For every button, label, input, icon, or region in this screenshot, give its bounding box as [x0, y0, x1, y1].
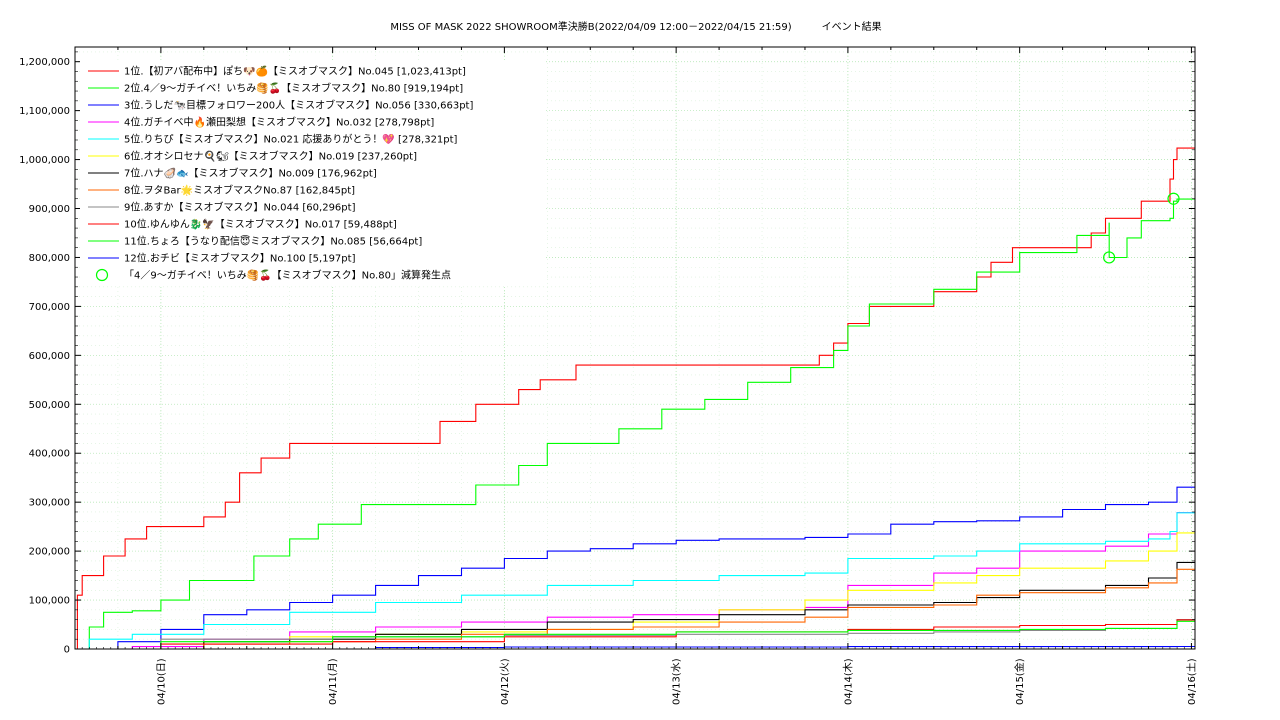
x-tick-label: 04/14(木) — [842, 658, 854, 705]
legend-entry: 8位.ヲタBar🌟ミスオブマスクNo.87 [162,845pt] — [124, 184, 355, 197]
x-tick-label: 04/15(金) — [1013, 658, 1026, 705]
x-tick-label: 04/16(土) — [1185, 658, 1198, 705]
x-tick-label: 04/11(月) — [327, 658, 339, 705]
legend-entry: 3位.うしだ🐄目標フォロワー200人【ミスオブマスク】No.056 [330,6… — [124, 99, 473, 112]
series-line-1 — [75, 147, 1195, 650]
marker-points — [1103, 192, 1180, 264]
y-tick-label: 800,000 — [29, 253, 70, 264]
legend-entry: 2位.4／9〜ガチイベ！いちみ🥞🍒【ミスオブマスク】No.80 [919,194… — [124, 82, 463, 95]
series-line-3 — [75, 486, 1195, 650]
y-tick-label: 100,000 — [29, 596, 70, 607]
legend-marker-swatch — [95, 268, 109, 282]
y-tick-label: 400,000 — [29, 449, 70, 460]
series-line-2 — [75, 198, 1195, 650]
y-tick-label: 900,000 — [29, 204, 70, 215]
series-line-5 — [75, 512, 1195, 650]
x-tick-label: 04/13(水) — [671, 658, 683, 705]
y-tick-label: 1,100,000 — [19, 106, 70, 117]
y-tick-label: 700,000 — [29, 302, 70, 313]
y-tick-label: 600,000 — [29, 351, 70, 362]
y-tick-label: 200,000 — [29, 547, 70, 558]
y-tick-label: 1,200,000 — [19, 57, 70, 68]
legend-entry: 5位.りちぴ【ミスオブマスク】No.021 応援ありがとう！💖 [278,321… — [124, 133, 458, 146]
legend-entry: 9位.あすか【ミスオブマスク】No.044 [60,296pt] — [124, 201, 356, 214]
legend-entry: 12位.おチビ【ミスオブマスク】No.100 [5,197pt] — [124, 252, 356, 265]
grid-lines — [75, 47, 1195, 649]
x-tick-label: 04/10(日) — [156, 658, 167, 705]
y-tick-label: 0 — [64, 645, 70, 656]
plot-frame — [74, 46, 1196, 650]
y-tick-label: 500,000 — [29, 400, 70, 411]
series-line-11 — [75, 620, 1195, 650]
legend-entry: 1位.【初アバ配布中】ぽち🐶🍊【ミスオブマスク】No.045 [1,023,41… — [124, 65, 466, 78]
legend-entry: 7位.ハナ🦪🐟【ミスオブマスク】No.009 [176,962pt] — [124, 167, 377, 180]
marker-point — [1103, 251, 1116, 264]
axes: 0 100,000 200,000 300,000 400,000 500,000 600,… — [19, 47, 1198, 705]
y-tick-label: 300,000 — [29, 498, 70, 509]
legend-entry: 6位.オオシロセナ🍳🐿【ミスオブマスク】No.019 [237,260pt] — [124, 150, 417, 163]
legend-entry: 4位.ガチイベ中🔥瀬田梨想【ミスオブマスク】No.032 [278,798pt] — [124, 116, 434, 129]
x-tick-label: 04/12(火) — [499, 658, 511, 705]
legend-marker-entry: 「4／9〜ガチイベ！いちみ🥞🍒【ミスオブマスク】No.80」減算発生点 — [124, 269, 451, 282]
chart-title: MISS OF MASK 2022 SHOWROOM準決勝B(2022/04/0… — [390, 20, 881, 33]
legend-entry: 10位.ゆんゆん🐉🦅【ミスオブマスク】No.017 [59,488pt] — [124, 218, 397, 231]
marker-point — [1167, 192, 1180, 205]
series-line-7 — [75, 561, 1195, 650]
legend-entry: 11位.ちょろ【うなり配信😇ミスオブマスク】No.085 [56,664pt] — [124, 235, 422, 248]
legend: 1位.【初アバ配布中】ぽち🐶🍊【ミスオブマスク】No.045 [1,023,41… — [80, 60, 545, 286]
y-tick-label: 1,000,000 — [19, 155, 70, 166]
legend-background — [80, 60, 545, 286]
series-line-6 — [75, 532, 1195, 650]
